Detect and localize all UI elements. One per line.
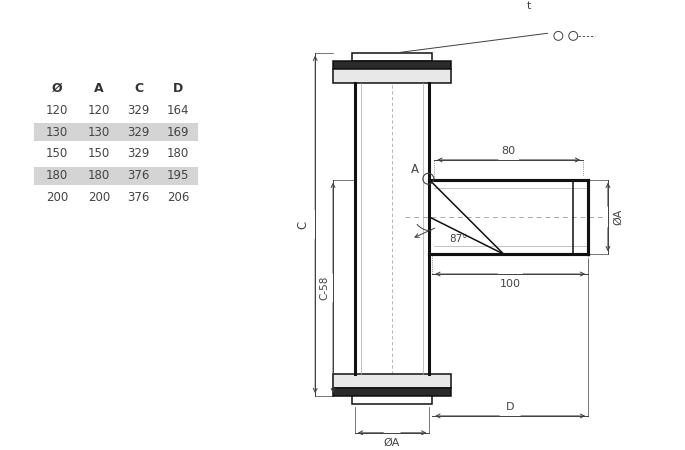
Text: C-58: C-58 [319, 276, 329, 300]
Bar [355, 82, 429, 374]
Text: 120: 120 [88, 104, 110, 117]
Text: 87°: 87° [449, 234, 468, 244]
Text: 195: 195 [167, 169, 190, 182]
Bar [333, 388, 451, 396]
Text: 329: 329 [127, 148, 150, 161]
Text: 164: 164 [167, 104, 190, 117]
Text: 120: 120 [46, 104, 68, 117]
Text: 329: 329 [127, 126, 150, 139]
Bar [333, 61, 451, 69]
Bar [34, 123, 198, 141]
Text: ØA: ØA [613, 209, 623, 225]
Text: 80: 80 [501, 146, 516, 156]
Text: C: C [134, 82, 143, 95]
Text: ØA: ØA [384, 438, 400, 448]
Text: 150: 150 [46, 148, 68, 161]
Text: D: D [173, 82, 184, 95]
Text: 180: 180 [88, 169, 110, 182]
Text: C: C [296, 220, 309, 229]
Bar [34, 167, 198, 185]
Text: A: A [94, 82, 103, 95]
Text: 180: 180 [167, 148, 189, 161]
Text: 180: 180 [46, 169, 68, 182]
Text: A: A [410, 163, 419, 176]
Bar [352, 396, 432, 404]
Text: 150: 150 [88, 148, 110, 161]
Text: 130: 130 [88, 126, 110, 139]
Text: Ø: Ø [52, 82, 62, 95]
Text: 100: 100 [499, 279, 521, 289]
Bar [333, 69, 451, 82]
Text: 329: 329 [127, 104, 150, 117]
Text: 206: 206 [167, 191, 190, 204]
Text: 376: 376 [127, 169, 150, 182]
Text: 200: 200 [46, 191, 68, 204]
Text: t: t [526, 1, 531, 11]
Bar [429, 180, 588, 254]
Text: 200: 200 [88, 191, 110, 204]
Text: 130: 130 [46, 126, 68, 139]
Text: 169: 169 [167, 126, 190, 139]
Bar [333, 374, 451, 388]
Text: D: D [506, 402, 514, 412]
Text: 376: 376 [127, 191, 150, 204]
Bar [352, 53, 432, 61]
